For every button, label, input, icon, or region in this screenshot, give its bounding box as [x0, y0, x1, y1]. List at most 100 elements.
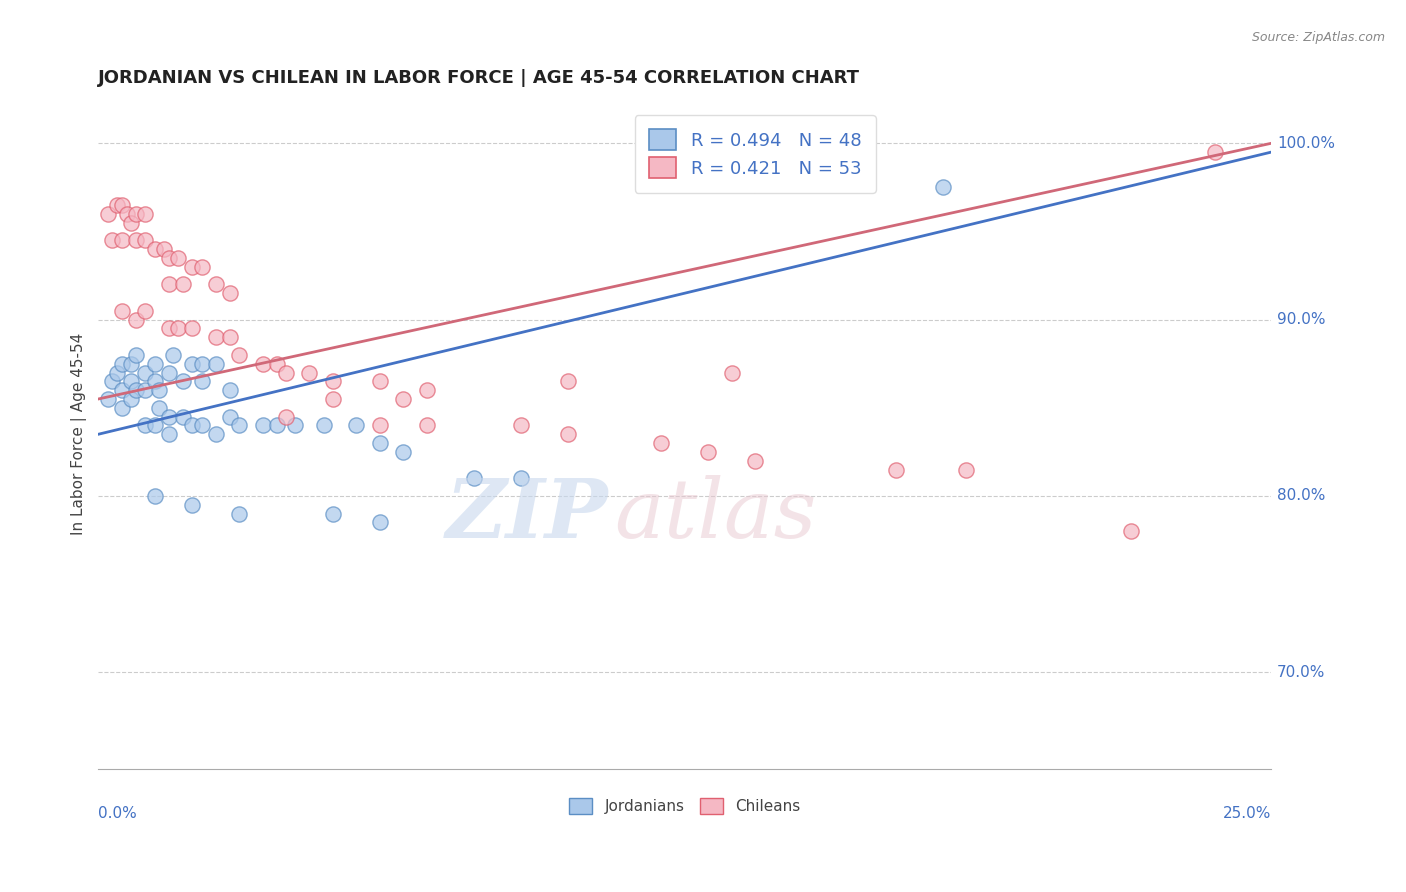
Text: 0.0%: 0.0% [98, 806, 138, 822]
Point [190, 260, 212, 274]
Text: 25.0%: 25.0% [1223, 806, 1271, 822]
Point [157, 277, 180, 292]
Point [650, 436, 672, 450]
Point [153, 242, 176, 256]
Point [143, 375, 166, 389]
Legend: Jordanians, Chileans: Jordanians, Chileans [562, 790, 808, 822]
Point [416, 383, 439, 397]
Point [167, 321, 190, 335]
Point [120, 375, 142, 389]
Point [181, 357, 204, 371]
Point [204, 330, 226, 344]
Point [134, 207, 156, 221]
Point [509, 471, 531, 485]
Point [368, 375, 391, 389]
Point [134, 383, 156, 397]
Point [720, 366, 742, 380]
Point [884, 462, 907, 476]
Point [172, 375, 194, 389]
Point [148, 401, 170, 415]
Point [120, 392, 142, 406]
Point [111, 401, 134, 415]
Point [344, 418, 367, 433]
Point [134, 366, 156, 380]
Point [157, 321, 180, 335]
Point [181, 260, 204, 274]
Point [744, 453, 766, 467]
Point [252, 418, 274, 433]
Point [148, 383, 170, 397]
Point [509, 418, 531, 433]
Point [125, 207, 148, 221]
Point [105, 366, 128, 380]
Point [120, 357, 142, 371]
Point [190, 357, 212, 371]
Point [368, 418, 391, 433]
Point [1204, 145, 1226, 160]
Point [218, 383, 240, 397]
Point [955, 462, 977, 476]
Point [111, 357, 134, 371]
Point [143, 242, 166, 256]
Point [228, 507, 250, 521]
Point [697, 445, 720, 459]
Point [97, 207, 120, 221]
Point [134, 233, 156, 247]
Point [125, 312, 148, 326]
Text: atlas: atlas [614, 475, 817, 555]
Point [218, 286, 240, 301]
Point [298, 366, 321, 380]
Point [172, 409, 194, 424]
Point [157, 366, 180, 380]
Point [181, 418, 204, 433]
Point [181, 321, 204, 335]
Text: JORDANIAN VS CHILEAN IN LABOR FORCE | AGE 45-54 CORRELATION CHART: JORDANIAN VS CHILEAN IN LABOR FORCE | AG… [98, 69, 860, 87]
Point [266, 418, 288, 433]
Point [167, 251, 190, 265]
Point [392, 392, 415, 406]
Point [274, 409, 297, 424]
Point [125, 348, 148, 362]
Point [162, 348, 184, 362]
Point [125, 233, 148, 247]
Point [143, 357, 166, 371]
Point [111, 198, 134, 212]
Text: ZIP: ZIP [446, 475, 609, 555]
Point [134, 303, 156, 318]
Point [218, 409, 240, 424]
Point [392, 445, 415, 459]
Point [115, 207, 138, 221]
Text: 70.0%: 70.0% [1277, 665, 1326, 680]
Point [190, 375, 212, 389]
Point [101, 233, 124, 247]
Point [322, 507, 344, 521]
Point [111, 303, 134, 318]
Point [125, 383, 148, 397]
Text: Source: ZipAtlas.com: Source: ZipAtlas.com [1251, 31, 1385, 45]
Point [204, 427, 226, 442]
Text: 90.0%: 90.0% [1277, 312, 1326, 327]
Point [157, 251, 180, 265]
Point [157, 427, 180, 442]
Point [228, 418, 250, 433]
Point [284, 418, 307, 433]
Point [204, 277, 226, 292]
Point [218, 330, 240, 344]
Point [463, 471, 485, 485]
Point [97, 392, 120, 406]
Point [322, 392, 344, 406]
Point [932, 180, 955, 194]
Y-axis label: In Labor Force | Age 45-54: In Labor Force | Age 45-54 [72, 333, 87, 535]
Point [172, 277, 194, 292]
Point [143, 489, 166, 503]
Point [368, 436, 391, 450]
Point [274, 366, 297, 380]
Point [228, 348, 250, 362]
Point [266, 357, 288, 371]
Point [368, 516, 391, 530]
Text: 100.0%: 100.0% [1277, 136, 1336, 151]
Point [134, 418, 156, 433]
Point [190, 418, 212, 433]
Point [322, 375, 344, 389]
Point [252, 357, 274, 371]
